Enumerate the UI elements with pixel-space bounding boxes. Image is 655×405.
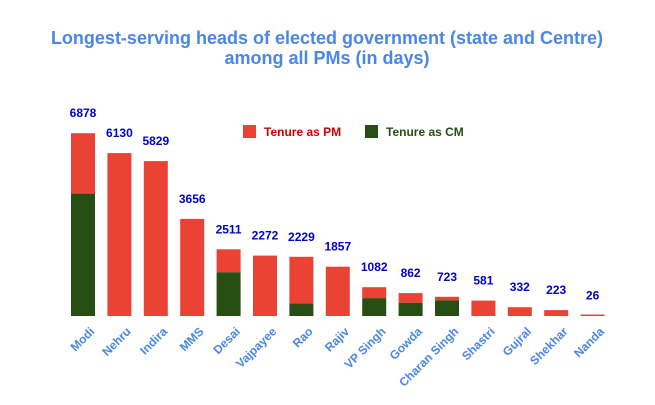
bar-pm-nanda bbox=[580, 314, 605, 316]
total-label-mms: 3656 bbox=[179, 192, 206, 206]
legend-label-cm: Tenure as CM bbox=[386, 125, 464, 139]
total-label-shastri: 581 bbox=[473, 274, 493, 288]
tick-label-rao: Rao bbox=[290, 324, 316, 350]
total-label-indira: 5829 bbox=[142, 134, 169, 148]
total-label-desai: 2511 bbox=[216, 222, 242, 236]
bar-pm-rajiv bbox=[325, 266, 350, 316]
tick-label-gujral: Gujral bbox=[500, 324, 534, 358]
legend-swatch-pm bbox=[243, 125, 256, 138]
total-label-vajpayee: 2272 bbox=[252, 229, 279, 243]
bar-cm-gowda bbox=[398, 302, 423, 316]
tick-label-vajpayee: Vajpayee bbox=[233, 324, 279, 370]
tick-label-shastri: Shastri bbox=[459, 324, 498, 363]
tick-label-indira: Indira bbox=[137, 324, 170, 357]
legend-label-pm: Tenure as PM bbox=[264, 125, 341, 139]
tick-label-nehru: Nehru bbox=[99, 324, 133, 358]
total-label-vp-singh: 1082 bbox=[361, 260, 388, 274]
legend-swatch-cm bbox=[365, 125, 378, 138]
total-label-nehru: 6130 bbox=[106, 126, 133, 140]
bar-pm-mms bbox=[180, 218, 205, 316]
bar-pm-rao bbox=[289, 256, 314, 304]
bars bbox=[71, 133, 605, 316]
bar-pm-vajpayee bbox=[253, 255, 277, 316]
bar-cm-charan-singh bbox=[435, 300, 459, 316]
bar-pm-gujral bbox=[507, 307, 532, 316]
bar-cm-vp-singh bbox=[362, 298, 387, 316]
total-label-shekhar: 223 bbox=[546, 283, 566, 297]
tick-label-mms: MMS bbox=[177, 324, 207, 354]
total-label-rajiv: 1857 bbox=[324, 240, 351, 254]
bar-pm-gowda bbox=[398, 293, 423, 303]
total-labels: 6878 6130 5829 3656 2511 2272 2229 1857 1082 862 7… bbox=[70, 106, 600, 302]
chart-title-line-2: among all PMs (in days) bbox=[224, 48, 429, 68]
total-label-modi: 6878 bbox=[70, 106, 97, 120]
bar-pm-vp-singh bbox=[362, 287, 387, 299]
bar-pm-desai bbox=[216, 249, 241, 273]
bar-pm-shekhar bbox=[544, 310, 569, 316]
tick-label-nanda: Nanda bbox=[571, 324, 607, 360]
legend: Tenure as PM Tenure as CM bbox=[243, 125, 464, 139]
bar-pm-indira bbox=[143, 161, 168, 316]
bar-pm-charan-singh bbox=[435, 296, 459, 301]
total-label-gowda: 862 bbox=[401, 266, 421, 280]
bar-pm-nehru bbox=[107, 153, 132, 316]
tick-label-rajiv: Rajiv bbox=[322, 324, 352, 354]
bar-cm-desai bbox=[216, 272, 241, 316]
tick-label-desai: Desai bbox=[210, 324, 243, 357]
tick-label-modi: Modi bbox=[68, 324, 98, 354]
bar-pm-modi bbox=[71, 133, 95, 194]
chart-title-line-1: Longest-serving heads of elected governm… bbox=[51, 28, 603, 48]
bar-cm-rao bbox=[289, 303, 314, 316]
bar-cm-modi bbox=[71, 193, 95, 316]
tick-label-shekhar: Shekhar bbox=[527, 324, 571, 368]
total-label-gujral: 332 bbox=[510, 280, 530, 294]
total-label-nanda: 26 bbox=[586, 288, 600, 302]
bar-pm-shastri bbox=[471, 300, 496, 316]
total-label-charan-singh: 723 bbox=[437, 270, 457, 284]
total-label-rao: 2229 bbox=[288, 230, 315, 244]
